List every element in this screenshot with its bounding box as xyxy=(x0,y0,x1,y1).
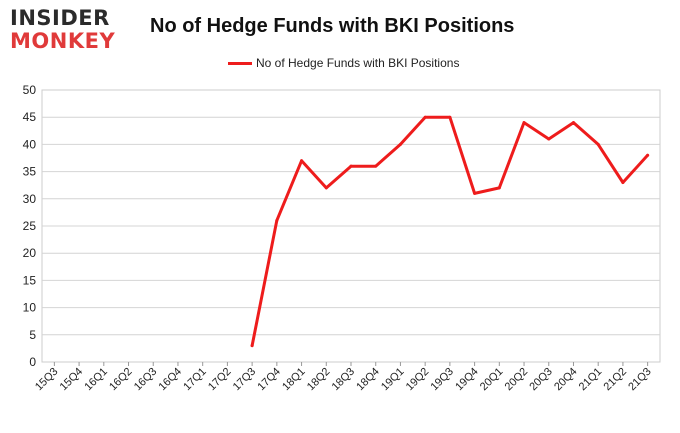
x-tick-label: 19Q4 xyxy=(453,366,481,394)
data-point xyxy=(646,153,650,157)
data-point xyxy=(621,180,625,184)
y-tick-label: 15 xyxy=(23,273,37,287)
chart-title: No of Hedge Funds with BKI Positions xyxy=(150,15,515,37)
y-tick-label: 0 xyxy=(29,355,36,369)
y-tick-label: 30 xyxy=(23,192,37,206)
data-point xyxy=(571,121,575,125)
data-point xyxy=(250,344,254,348)
insider-monkey-logo: INSIDER MONKEY xyxy=(10,6,128,56)
y-tick-label: 35 xyxy=(23,165,37,179)
x-tick-label: 21Q2 xyxy=(602,366,630,394)
data-point xyxy=(596,142,600,146)
x-tick-label: 18Q2 xyxy=(305,366,333,394)
grid-lines xyxy=(42,116,660,336)
x-tick-label: 19Q2 xyxy=(404,366,432,394)
x-tick-label: 19Q3 xyxy=(428,366,456,394)
data-point xyxy=(324,186,328,190)
data-point xyxy=(423,115,427,119)
y-axis-ticks: 0 5 10 15 20 25 30 35 40 45 50 xyxy=(23,83,37,369)
x-tick-label: 18Q3 xyxy=(330,366,358,394)
chart-legend: No of Hedge Funds with BKI Positions xyxy=(228,55,459,71)
data-point xyxy=(374,164,378,168)
x-tick-label: 20Q1 xyxy=(478,366,506,394)
data-point xyxy=(547,137,551,141)
data-point xyxy=(349,164,353,168)
series-layer xyxy=(250,115,650,348)
x-tick-label: 20Q2 xyxy=(503,366,531,394)
logo-text-monkey: MONKEY xyxy=(10,29,116,53)
x-tick-label: 15Q3 xyxy=(33,366,61,394)
x-tick-label: 21Q3 xyxy=(626,366,654,394)
x-tick-label: 16Q3 xyxy=(132,366,160,394)
x-tick-label: 18Q1 xyxy=(280,366,308,394)
x-tick-label: 16Q4 xyxy=(157,366,185,394)
x-tick-label: 17Q2 xyxy=(206,366,234,394)
x-tick-label: 21Q1 xyxy=(577,366,605,394)
legend-swatch xyxy=(228,61,252,65)
x-tick-label: 19Q1 xyxy=(379,366,407,394)
data-point xyxy=(473,191,477,195)
data-point xyxy=(522,121,526,125)
y-tick-label: 25 xyxy=(23,219,37,233)
data-point xyxy=(497,186,501,190)
y-tick-label: 50 xyxy=(23,83,37,97)
logo-text-insider: INSIDER xyxy=(10,6,110,30)
y-tick-label: 5 xyxy=(29,328,36,342)
data-point xyxy=(300,159,304,163)
data-point xyxy=(448,115,452,119)
x-tick-label: 16Q1 xyxy=(82,366,110,394)
x-axis-ticks: 15Q315Q416Q116Q216Q316Q417Q117Q217Q317Q4… xyxy=(33,362,654,393)
x-tick-label: 15Q4 xyxy=(58,366,86,394)
x-tick-label: 20Q3 xyxy=(527,366,555,394)
y-tick-label: 20 xyxy=(23,246,37,260)
y-tick-label: 45 xyxy=(23,110,37,124)
legend-label: No of Hedge Funds with BKI Positions xyxy=(256,56,460,70)
x-tick-label: 17Q1 xyxy=(181,366,209,394)
x-tick-label: 16Q2 xyxy=(107,366,135,394)
x-tick-label: 17Q4 xyxy=(255,366,283,394)
data-point xyxy=(398,142,402,146)
x-tick-label: 17Q3 xyxy=(231,366,259,394)
x-tick-label: 18Q4 xyxy=(354,366,382,394)
y-tick-label: 40 xyxy=(23,137,37,151)
data-point xyxy=(275,219,279,223)
y-tick-label: 10 xyxy=(23,301,37,315)
x-tick-label: 20Q4 xyxy=(552,366,580,394)
